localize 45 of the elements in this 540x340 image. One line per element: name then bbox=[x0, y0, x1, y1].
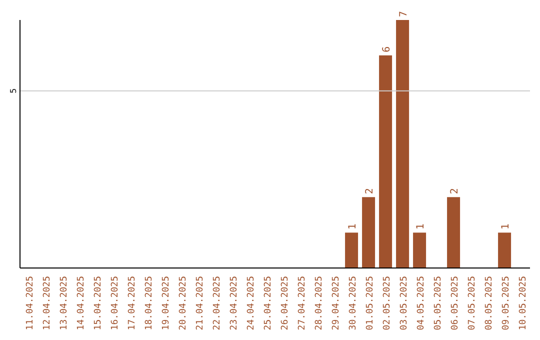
x-tick-label: 04.05.2025 bbox=[416, 276, 426, 330]
x-tick-label: 22.04.2025 bbox=[212, 276, 222, 330]
bar bbox=[362, 197, 376, 268]
x-tick-label: 19.04.2025 bbox=[162, 276, 172, 330]
x-tick-label: 02.05.2025 bbox=[382, 276, 392, 330]
x-tick-label: 09.05.2025 bbox=[502, 276, 512, 330]
bar bbox=[396, 20, 410, 268]
x-tick-label: 13.04.2025 bbox=[60, 276, 70, 330]
bar bbox=[447, 197, 460, 268]
x-tick-label: 08.05.2025 bbox=[484, 276, 494, 330]
x-tick-label: 11.04.2025 bbox=[26, 276, 36, 330]
data-label: 6 bbox=[382, 46, 393, 52]
data-label: 2 bbox=[450, 188, 461, 194]
bar bbox=[498, 232, 512, 268]
data-label: 7 bbox=[398, 10, 410, 17]
bar bbox=[345, 232, 358, 268]
x-tick-label: 17.04.2025 bbox=[128, 276, 138, 330]
bar bbox=[379, 55, 392, 268]
x-tick-label: 12.04.2025 bbox=[42, 276, 52, 330]
x-tick-label: 15.04.2025 bbox=[94, 276, 104, 330]
bar bbox=[413, 232, 426, 268]
x-tick-label: 18.04.2025 bbox=[144, 276, 154, 330]
x-tick-label: 28.04.2025 bbox=[314, 276, 324, 330]
x-tick-label: 25.04.2025 bbox=[264, 276, 274, 330]
x-tick-label: 06.05.2025 bbox=[450, 276, 460, 330]
x-tick-label: 30.04.2025 bbox=[348, 276, 358, 330]
data-label: 1 bbox=[500, 224, 512, 230]
data-label: 1 bbox=[348, 224, 359, 230]
x-tick-label: 01.05.2025 bbox=[366, 276, 376, 330]
x-tick-label: 20.04.2025 bbox=[178, 276, 188, 330]
x-tick-label: 21.04.2025 bbox=[196, 276, 206, 330]
x-tick-label: 16.04.2025 bbox=[110, 276, 120, 330]
ref-line-label: 5 bbox=[9, 88, 18, 94]
x-tick-label: 24.04.2025 bbox=[246, 276, 256, 330]
data-label: 1 bbox=[416, 224, 427, 230]
x-tick-label: 03.05.2025 bbox=[400, 276, 410, 330]
x-tick-label: 29.04.2025 bbox=[332, 276, 342, 330]
x-tick-label: 26.04.2025 bbox=[280, 276, 290, 330]
x-tick-label: 07.05.2025 bbox=[468, 276, 478, 330]
x-tick-label: 23.04.2025 bbox=[230, 276, 240, 330]
x-tick-label: 14.04.2025 bbox=[76, 276, 86, 330]
x-tick-label: 27.04.2025 bbox=[298, 276, 308, 330]
x-tick-label: 10.05.2025 bbox=[518, 276, 528, 330]
data-label: 2 bbox=[364, 188, 376, 194]
x-tick-label: 05.05.2025 bbox=[434, 276, 444, 330]
